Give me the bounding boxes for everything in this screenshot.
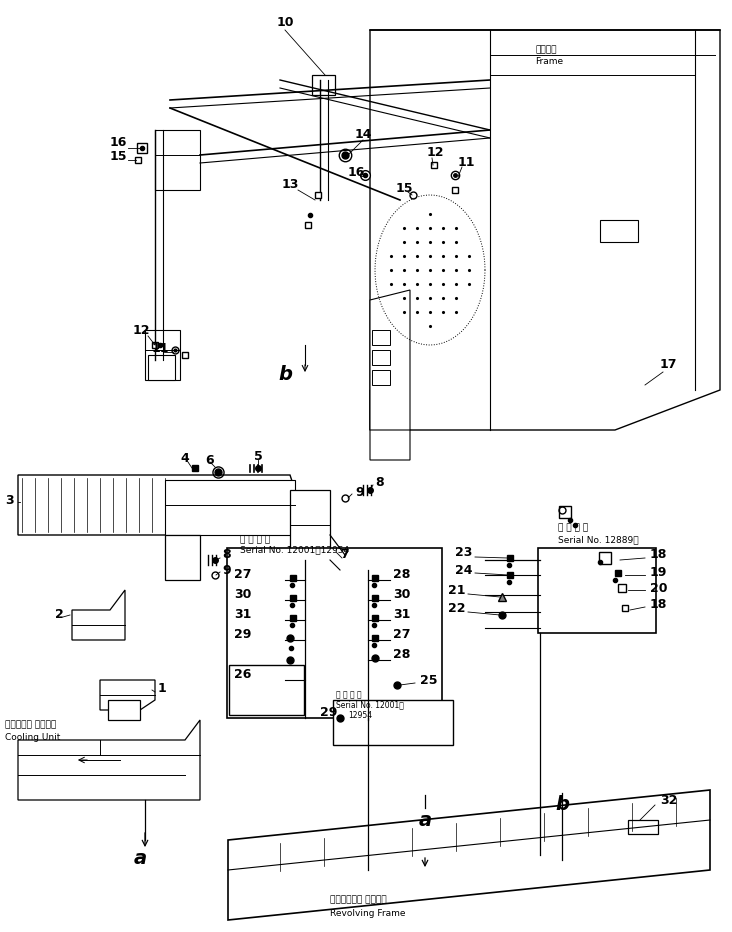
Text: レボルビング フレーム: レボルビング フレーム [330, 896, 386, 904]
Text: 1: 1 [158, 681, 167, 694]
Text: 21: 21 [448, 583, 466, 596]
Text: 31: 31 [234, 609, 251, 622]
Bar [229, 665, 304, 715]
Text: 23: 23 [455, 546, 472, 559]
Text: 28: 28 [393, 569, 411, 582]
Text: 16: 16 [110, 136, 127, 149]
Text: 3: 3 [5, 494, 14, 506]
Text: 10: 10 [276, 16, 294, 29]
Text: 8: 8 [222, 549, 231, 561]
Polygon shape [165, 535, 200, 580]
Text: 12: 12 [427, 145, 444, 158]
Text: 24: 24 [455, 564, 472, 577]
Polygon shape [108, 700, 140, 720]
Text: 18: 18 [650, 598, 668, 611]
Text: 5: 5 [253, 449, 262, 462]
Text: 適 用 号 機: 適 用 号 機 [240, 536, 270, 544]
Text: 20: 20 [650, 582, 668, 595]
Polygon shape [18, 475, 295, 535]
Text: Serial No. 12001～: Serial No. 12001～ [336, 701, 404, 709]
Text: b: b [278, 365, 292, 385]
Text: 27: 27 [234, 569, 252, 582]
Text: 2: 2 [55, 609, 64, 622]
Text: 12: 12 [133, 323, 151, 336]
Bar [628, 820, 658, 834]
Text: 7: 7 [340, 549, 348, 561]
Text: Serial No. 12889～: Serial No. 12889～ [558, 536, 638, 544]
Text: 32: 32 [660, 793, 677, 806]
Text: 適 用 号 機: 適 用 号 機 [336, 691, 362, 700]
Text: 12954: 12954 [348, 710, 372, 720]
Text: 9: 9 [355, 486, 364, 499]
Bar [538, 548, 656, 633]
Polygon shape [370, 390, 410, 460]
Text: b: b [555, 796, 569, 815]
Polygon shape [165, 480, 295, 535]
Bar [372, 370, 390, 385]
Text: 22: 22 [448, 601, 466, 614]
Text: Cooling Unit: Cooling Unit [5, 733, 60, 742]
Text: 9: 9 [222, 564, 231, 577]
Bar [227, 548, 442, 718]
Text: クーリング ユニット: クーリング ユニット [5, 720, 56, 730]
Text: 25: 25 [420, 674, 438, 687]
Text: 15: 15 [110, 150, 127, 163]
Bar [600, 220, 638, 242]
Text: 15: 15 [396, 182, 414, 195]
Bar [333, 700, 453, 745]
Polygon shape [290, 490, 330, 560]
Text: 19: 19 [650, 566, 668, 579]
Text: 11: 11 [152, 341, 170, 354]
Text: 適 用 号 機: 適 用 号 機 [558, 524, 588, 532]
Text: 29: 29 [320, 706, 337, 719]
Text: Frame: Frame [535, 58, 563, 66]
Text: 13: 13 [282, 179, 299, 191]
Text: Revolving Frame: Revolving Frame [330, 909, 406, 917]
Polygon shape [148, 355, 175, 380]
Polygon shape [155, 130, 200, 190]
Bar [372, 330, 390, 345]
Text: 8: 8 [375, 475, 384, 488]
Text: Serial No. 12001～12954: Serial No. 12001～12954 [240, 545, 349, 555]
Text: 17: 17 [660, 359, 678, 372]
Text: 26: 26 [234, 668, 251, 681]
Polygon shape [145, 330, 180, 380]
Text: 14: 14 [355, 129, 373, 142]
Text: 27: 27 [393, 628, 411, 641]
Text: 4: 4 [180, 451, 189, 464]
Text: 31: 31 [393, 609, 411, 622]
Text: a: a [419, 811, 432, 829]
Text: 29: 29 [234, 628, 251, 641]
Bar [372, 350, 390, 365]
Polygon shape [100, 680, 155, 710]
Polygon shape [370, 290, 410, 430]
Text: 30: 30 [234, 588, 251, 601]
Text: 18: 18 [650, 549, 668, 561]
Text: 28: 28 [393, 649, 411, 662]
Polygon shape [228, 790, 710, 920]
Text: 16: 16 [348, 166, 365, 179]
Text: 30: 30 [393, 588, 411, 601]
Text: 11: 11 [458, 156, 476, 169]
Polygon shape [18, 720, 200, 800]
Text: a: a [133, 848, 146, 868]
Text: 6: 6 [205, 454, 214, 467]
Polygon shape [312, 75, 335, 95]
Text: フレーム: フレーム [535, 46, 556, 54]
Polygon shape [72, 590, 125, 640]
Polygon shape [370, 30, 720, 430]
